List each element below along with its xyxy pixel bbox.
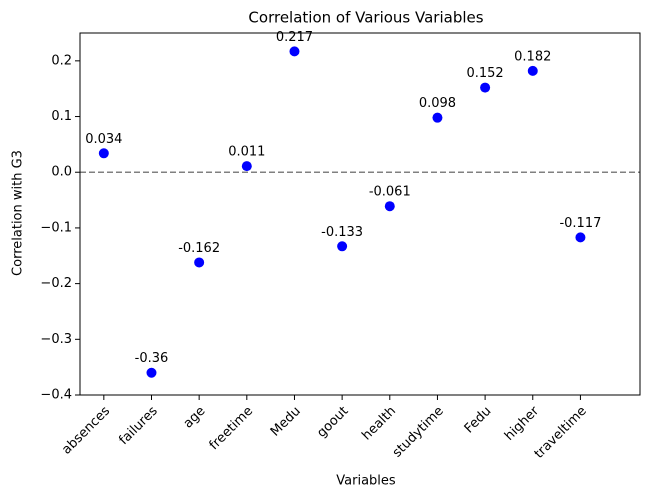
x-tick-label: higher: [502, 403, 543, 444]
x-tick-label: health: [359, 404, 399, 444]
x-tick-label: failures: [116, 404, 161, 449]
data-label: 0.034: [85, 132, 122, 147]
x-tick-label: goout: [314, 404, 351, 441]
y-tick-label: 0.0: [51, 165, 72, 180]
plot-frame: [79, 32, 641, 396]
y-tick-label: −0.4: [40, 388, 72, 403]
point: [241, 161, 252, 172]
y-tick-label: 0.2: [51, 53, 72, 68]
y-axis-label: Correlation with G3: [11, 150, 26, 276]
x-tick-label: freetime: [207, 404, 257, 454]
data-label: 0.011: [228, 145, 265, 160]
y-tick-label: 0.1: [51, 109, 72, 124]
point: [527, 65, 538, 76]
data-label: -0.162: [178, 241, 220, 256]
y-tick-label: −0.2: [40, 276, 72, 291]
x-tick-label: absences: [59, 404, 113, 458]
x-tick-label: Fedu: [462, 404, 495, 437]
point: [575, 232, 586, 243]
y-tick-label: −0.3: [40, 332, 72, 347]
data-label: -0.36: [135, 351, 169, 366]
x-tick-label: traveltime: [532, 404, 590, 462]
data-label: -0.117: [559, 216, 601, 231]
data-label: -0.061: [369, 185, 411, 200]
data-label: 0.217: [276, 30, 313, 45]
point: [146, 367, 157, 378]
chart-title: Correlation of Various Variables: [248, 9, 483, 27]
point: [194, 257, 205, 268]
y-tick-label: −0.1: [40, 220, 72, 235]
point: [337, 241, 348, 252]
data-label: 0.152: [466, 66, 503, 81]
point: [384, 201, 395, 212]
point: [289, 46, 300, 57]
x-axis-label: Variables: [336, 474, 396, 489]
data-label: -0.133: [321, 225, 363, 240]
point: [432, 112, 443, 123]
x-tick-label: Medu: [268, 404, 304, 440]
point: [480, 82, 491, 93]
x-tick-label: studytime: [390, 404, 447, 461]
x-tick-label: age: [181, 404, 209, 432]
point: [98, 148, 109, 159]
data-label: 0.182: [514, 49, 551, 64]
data-label: 0.098: [419, 96, 456, 111]
